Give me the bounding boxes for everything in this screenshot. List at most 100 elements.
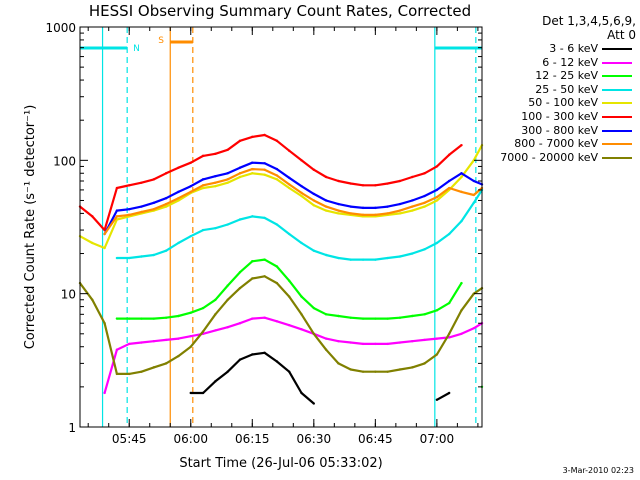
series-point-8-2 — [103, 322, 106, 325]
series-point-2-29 — [435, 309, 439, 312]
series-line-5 — [79, 133, 463, 232]
series-point-6-23 — [361, 206, 365, 210]
series-point-2-17 — [288, 279, 291, 282]
series-point-1-6 — [152, 340, 156, 343]
series-point-2-28 — [423, 313, 426, 316]
series-point-4-32 — [472, 159, 475, 162]
series-point-3-9 — [189, 234, 192, 238]
series-point-1-26 — [398, 341, 402, 344]
series-point-8-8 — [177, 354, 180, 358]
legend-label: 12 - 25 keV — [535, 69, 598, 83]
series-point-7-15 — [263, 168, 266, 171]
series-point-8-22 — [349, 368, 352, 371]
series-point-2-31 — [460, 281, 463, 285]
plot-frame — [79, 26, 483, 428]
series-point-6-6 — [152, 201, 156, 205]
legend-item: 3 - 6 keV — [488, 42, 636, 56]
legend: 3 - 6 keV 6 - 12 keV 12 - 25 keV 25 - 50 ke… — [488, 42, 636, 164]
series-point-3-16 — [275, 223, 279, 226]
series-point-1-7 — [164, 338, 168, 342]
x-tick-label: 06:00 — [173, 432, 208, 446]
series-point-5-9 — [189, 161, 192, 164]
series-point-5-20 — [324, 175, 328, 179]
series-point-6-16 — [275, 167, 279, 171]
series-point-8-11 — [214, 313, 217, 316]
series-point-5-11 — [214, 152, 217, 155]
series-point-5-21 — [337, 179, 340, 183]
series-point-2-4 — [128, 317, 131, 320]
series-point-2-7 — [164, 316, 168, 319]
series-point-5-14 — [251, 135, 254, 139]
series-point-5-13 — [238, 139, 242, 143]
series-point-7-7 — [164, 202, 168, 206]
series-point-5-31 — [460, 143, 463, 147]
series-point-4-10 — [201, 186, 205, 190]
series-point-0-13 — [238, 358, 242, 361]
series-point-6-14 — [251, 161, 254, 164]
series-point-0-14 — [251, 353, 254, 356]
series-point-5-4 — [128, 184, 131, 187]
series-point-7-23 — [361, 213, 365, 217]
x-tick-label: 05:45 — [112, 432, 147, 446]
series-point-2-27 — [411, 314, 414, 318]
series-point-3-15 — [263, 216, 266, 220]
series-point-7-27 — [411, 205, 414, 208]
series-point-6-31 — [460, 172, 463, 175]
series-point-6-29 — [435, 188, 439, 192]
series-point-3-5 — [140, 255, 143, 258]
series-point-2-8 — [177, 314, 180, 318]
series-point-5-17 — [288, 149, 291, 152]
series-point-2-3 — [115, 317, 119, 320]
series-point-3-4 — [128, 256, 131, 260]
series-point-6-32 — [472, 179, 475, 183]
series-point-3-26 — [398, 255, 402, 258]
series-point-8-3 — [115, 372, 119, 376]
series-point-3-13 — [238, 218, 242, 221]
series-point-3-25 — [386, 256, 389, 260]
series-point-6-21 — [337, 202, 340, 206]
y-tick-label: 100 — [53, 154, 76, 168]
series-point-5-30 — [447, 153, 451, 157]
legend-item: 6 - 12 keV — [488, 56, 636, 70]
series-point-4-19 — [312, 204, 316, 207]
series-point-5-5 — [140, 181, 143, 184]
series-line-8 — [79, 275, 483, 375]
series-point-2-13 — [238, 270, 242, 274]
series-point-8-10 — [201, 330, 205, 333]
series-point-4-7 — [164, 205, 168, 208]
series-point-7-29 — [435, 195, 439, 199]
series-point-7-28 — [423, 201, 426, 205]
series-point-1-14 — [251, 317, 254, 320]
series-point-3-19 — [312, 249, 316, 252]
series-point-2-22 — [349, 316, 352, 319]
series-point-3-20 — [324, 253, 328, 257]
series-point-7-5 — [140, 210, 143, 214]
series-point-7-14 — [251, 167, 254, 171]
series-point-2-14 — [251, 260, 254, 263]
series-point-4-28 — [423, 205, 426, 208]
series-point-5-24 — [374, 184, 377, 187]
legend-swatch — [602, 102, 632, 105]
series-point-5-7 — [164, 172, 168, 175]
series-point-0-15 — [263, 351, 266, 355]
series-point-5-1 — [91, 215, 94, 218]
legend-swatch — [602, 48, 632, 50]
series-point-5-16 — [275, 139, 279, 143]
series-point-1-21 — [337, 340, 340, 343]
series-point-5-19 — [312, 168, 316, 171]
series-point-6-12 — [226, 172, 229, 175]
series-point-2-20 — [324, 313, 328, 316]
series-point-7-4 — [128, 213, 131, 217]
series-point-5-8 — [177, 166, 180, 169]
series-point-1-13 — [238, 322, 242, 325]
series-point-3-18 — [300, 241, 303, 245]
series-line-0 — [190, 351, 450, 405]
series-point-8-12 — [226, 298, 229, 301]
series-point-6-22 — [349, 205, 352, 208]
series-point-8-23 — [361, 370, 365, 373]
series-point-3-22 — [349, 258, 352, 261]
series-point-0-18 — [300, 391, 303, 395]
series-point-2-12 — [226, 284, 229, 287]
series-point-3-14 — [251, 215, 254, 218]
series-point-2-5 — [140, 317, 143, 320]
